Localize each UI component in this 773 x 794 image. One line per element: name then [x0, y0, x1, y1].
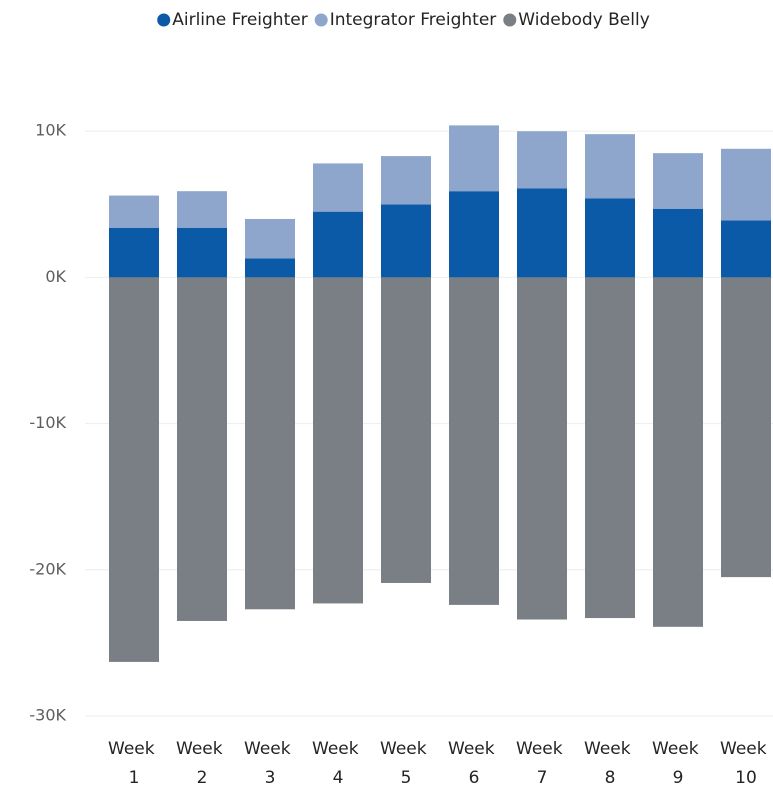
bar-segment	[721, 148, 771, 221]
bar-segment	[109, 277, 159, 662]
y-tick-label: 10K	[35, 121, 66, 140]
x-tick-label: Week 3	[244, 739, 296, 788]
bar-segment	[449, 125, 499, 192]
bar-segment	[245, 277, 295, 610]
x-tick-label: Week 8	[584, 739, 636, 788]
bar-segment	[653, 153, 703, 209]
x-tick-label: Week 4	[312, 739, 364, 788]
bar-segment	[585, 277, 635, 619]
y-tick-label: -10K	[29, 413, 66, 432]
legend-marker	[157, 13, 171, 27]
bar-segment	[517, 277, 567, 620]
legend-marker	[314, 13, 328, 27]
x-tick-label: Week 6	[448, 739, 500, 788]
bar-segment	[653, 277, 703, 627]
bar-segment	[313, 277, 363, 604]
bar-segment	[177, 277, 227, 621]
bar-segment	[585, 134, 635, 199]
bar-segment	[517, 188, 567, 278]
x-tick-label: Week 7	[516, 739, 568, 788]
bar-segment	[585, 198, 635, 278]
bar-segment	[381, 156, 431, 205]
legend-label: Airline Freighter	[172, 10, 307, 30]
legend-label: Integrator Freighter	[330, 10, 497, 30]
bar-segment	[109, 195, 159, 228]
bar-segment	[177, 191, 227, 228]
bar-segment	[109, 227, 159, 278]
x-tick-label: Week 1	[108, 739, 160, 788]
bar-segment	[381, 204, 431, 278]
bar-segment	[381, 277, 431, 583]
bar-segment	[449, 277, 499, 605]
y-tick-label: -30K	[29, 706, 66, 725]
x-tick-label: Week 2	[176, 739, 228, 788]
bar-segment	[721, 220, 771, 278]
legend-label: Widebody Belly	[518, 10, 649, 30]
bar-segment	[313, 163, 363, 212]
bar-segment	[313, 211, 363, 278]
bar-segment	[245, 258, 295, 278]
y-tick-label: -20K	[29, 559, 66, 578]
bar-segment	[653, 208, 703, 278]
bar-segment	[449, 191, 499, 278]
legend-marker	[503, 13, 517, 27]
x-tick-label: Week 10	[720, 739, 772, 788]
bar-segment	[517, 131, 567, 189]
bar-segment	[177, 227, 227, 278]
bar-segment	[245, 218, 295, 259]
x-tick-label: Week 5	[380, 739, 432, 788]
y-tick-label: 0K	[45, 267, 66, 286]
bar-segment	[721, 277, 771, 578]
x-tick-label: Week 9	[652, 739, 704, 788]
